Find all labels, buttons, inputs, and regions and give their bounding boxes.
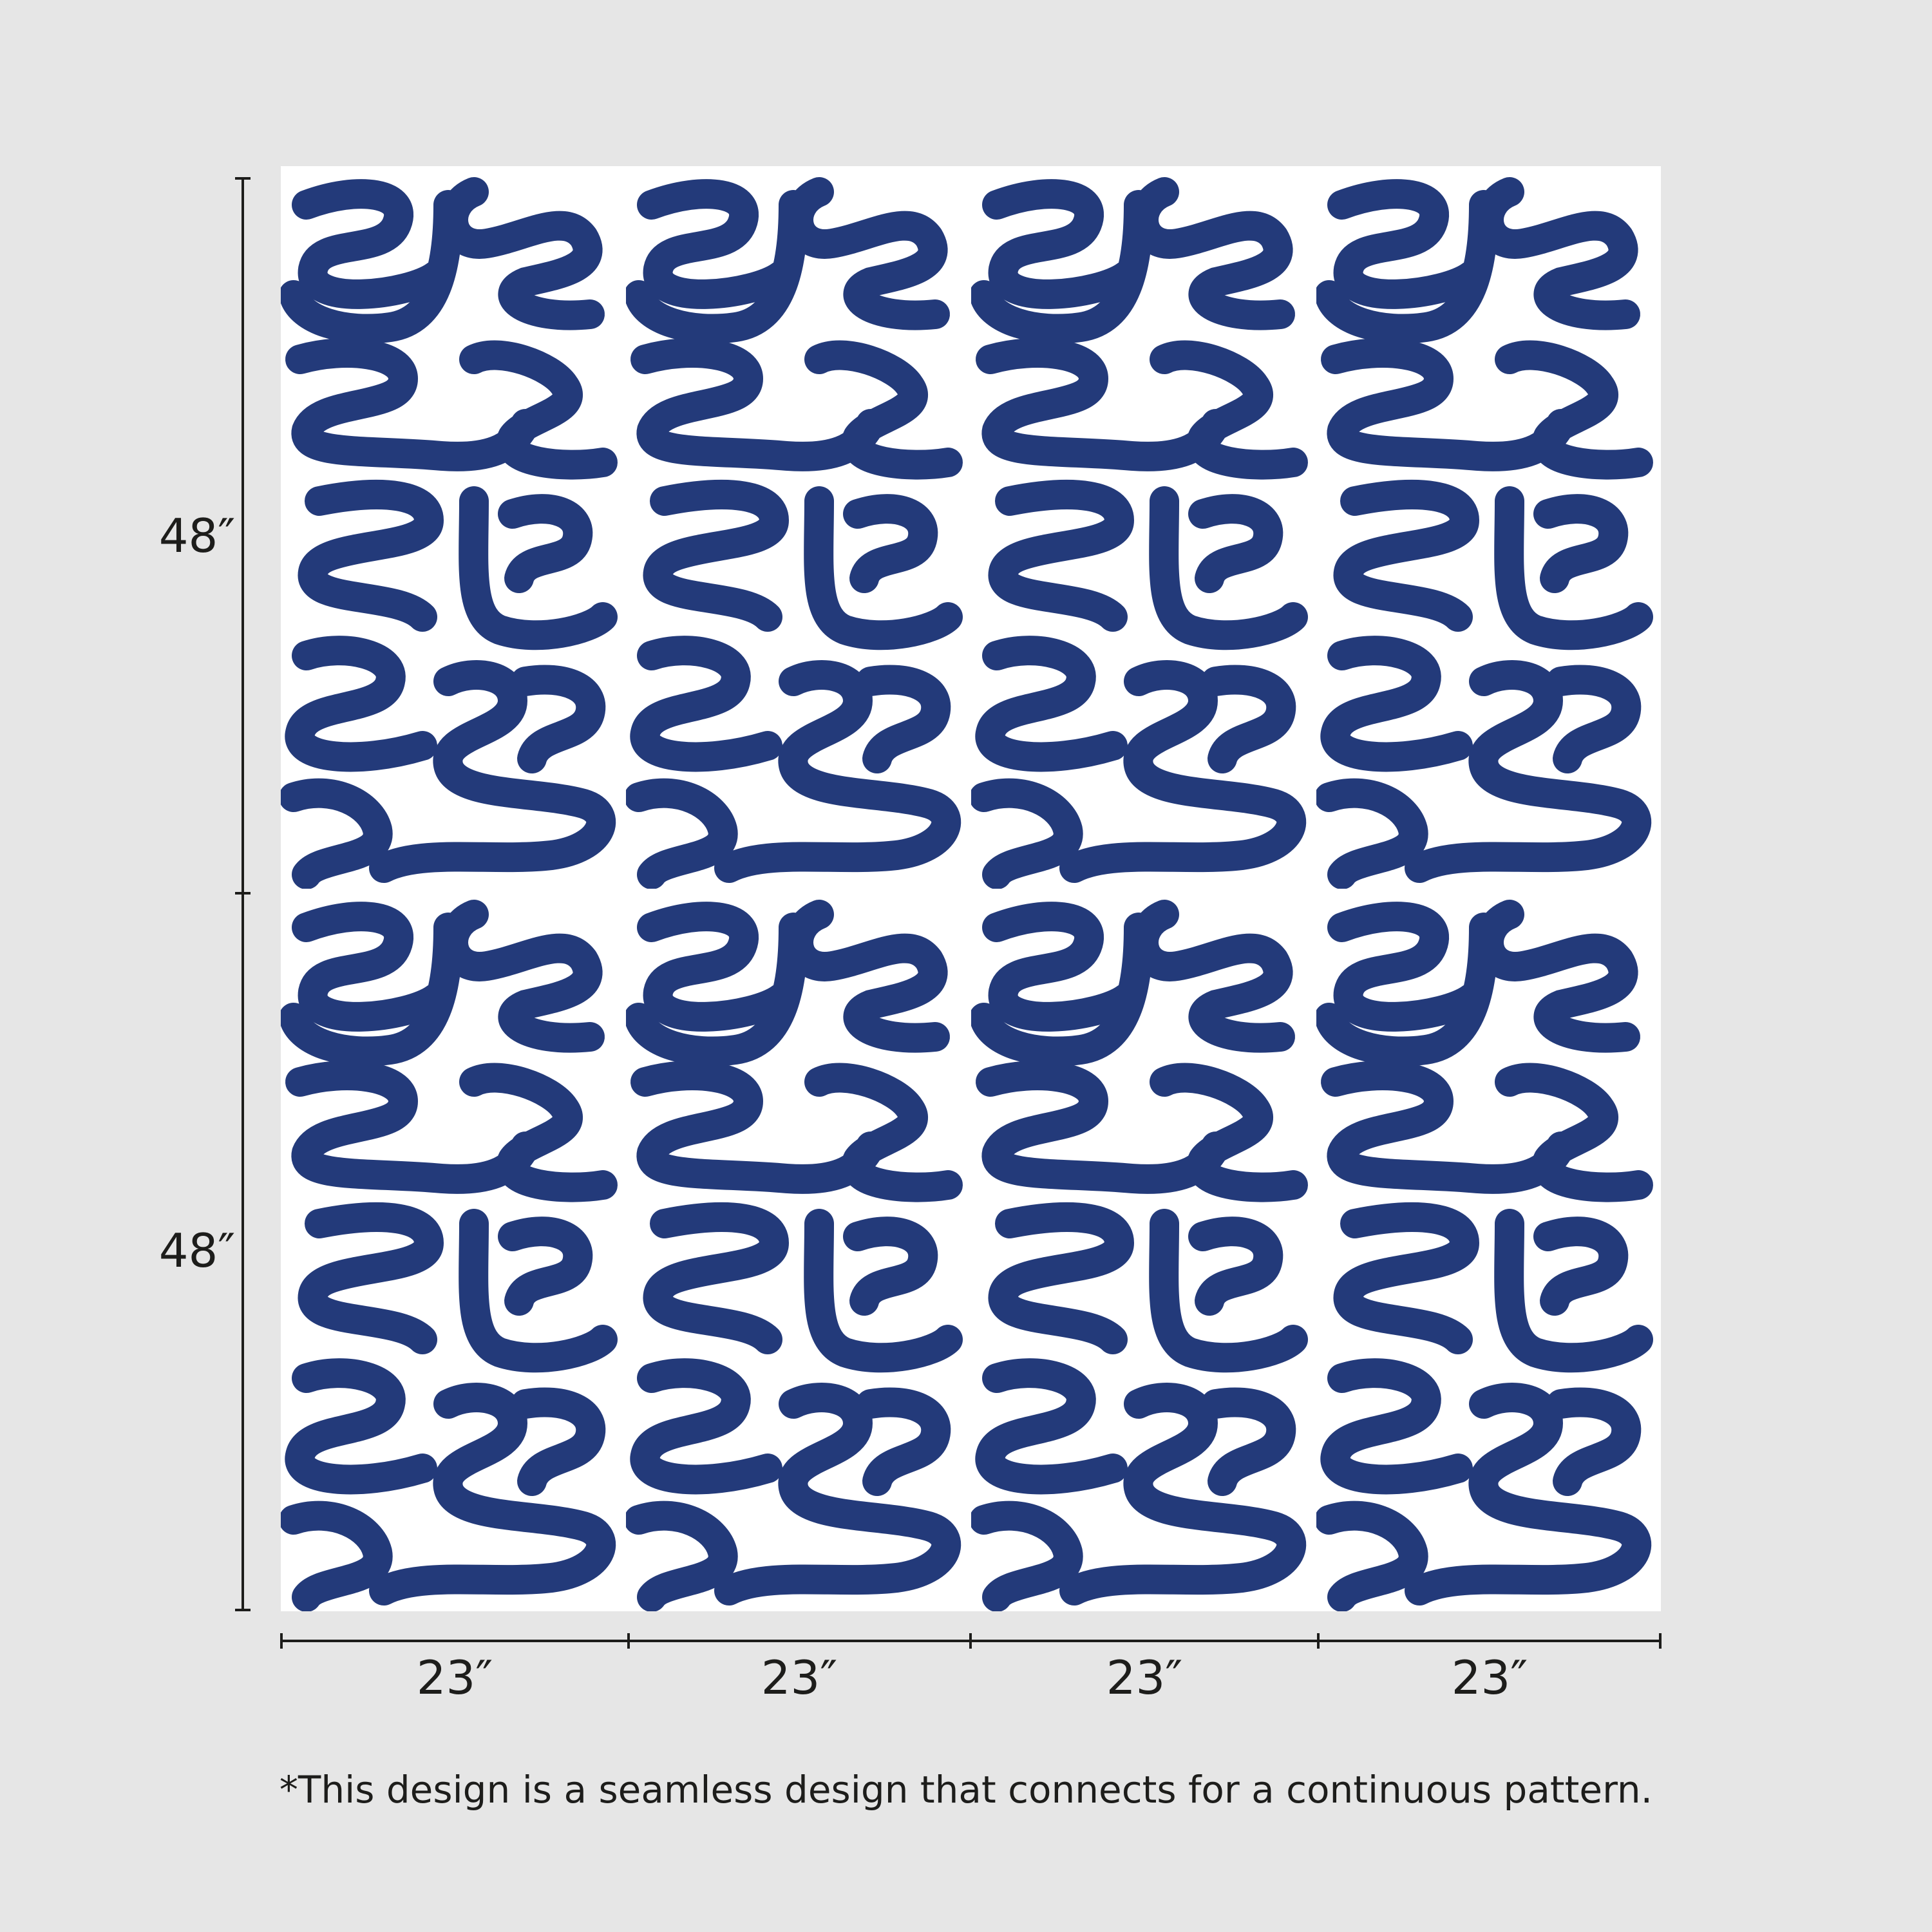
height-label-top: 48″: [158, 509, 236, 563]
height-ruler: [235, 177, 251, 1611]
squiggle-pattern: [281, 166, 1661, 1611]
width-label-1: 23″: [416, 1651, 493, 1705]
width-ruler: [280, 1633, 1662, 1649]
width-label-4: 23″: [1451, 1651, 1528, 1705]
footnote: *This design is a seamless design that c…: [279, 1768, 1653, 1812]
width-label-3: 23″: [1106, 1651, 1183, 1705]
width-label-2: 23″: [761, 1651, 838, 1705]
height-label-bottom: 48″: [158, 1224, 236, 1278]
